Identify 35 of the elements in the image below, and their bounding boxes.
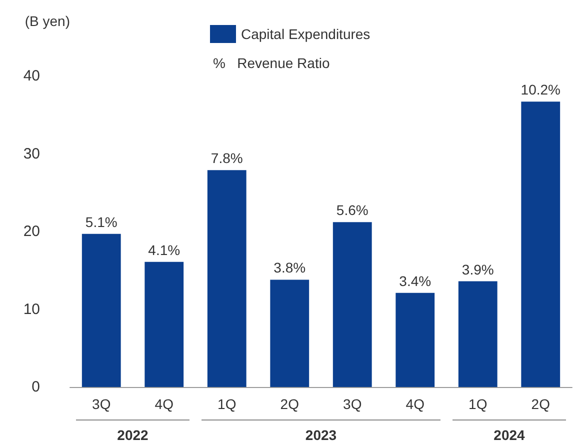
bar (458, 281, 498, 387)
x-tick-label: 2Q (531, 396, 550, 412)
x-tick-label: 1Q (468, 396, 488, 412)
x-tick-label: 4Q (406, 396, 425, 412)
x-tick-label: 3Q (92, 396, 111, 412)
x-tick-label: 2Q (280, 396, 300, 412)
text: 2023 (305, 427, 337, 443)
annotation: 5.1% (85, 214, 118, 230)
x-tick-label: 3Q (343, 396, 362, 412)
annotation: 3.8% (274, 260, 306, 276)
bar (144, 262, 184, 387)
annotation: 4.1% (148, 242, 180, 258)
annotation: 7.8% (210, 150, 243, 166)
y-tick-label: 0 (32, 378, 40, 396)
annotation: 3.4% (399, 272, 432, 289)
y-axis-title: (B yen) (24, 13, 70, 29)
text: 2024 (494, 427, 526, 443)
y-tick-label: 30 (23, 145, 40, 162)
y-tick-label: 10 (23, 300, 40, 318)
y-tick-label: 20 (23, 223, 40, 240)
text: % Revenue Ratio (213, 55, 330, 71)
legend-label: Capital Expenditures (241, 26, 370, 42)
bar (270, 280, 310, 387)
x-tick-label: 1Q (218, 396, 236, 412)
text: 2022 (117, 427, 149, 443)
bar (521, 102, 560, 387)
y-tick-label: 40 (23, 68, 40, 84)
bar (332, 222, 372, 387)
x-tick-label: 4Q (154, 396, 174, 412)
annotation: 5.6% (336, 202, 368, 218)
bar (207, 170, 246, 387)
annotation: 10.2% (520, 82, 560, 98)
bar (82, 234, 121, 387)
bar (396, 292, 435, 387)
annotation: 3.9% (462, 261, 494, 278)
